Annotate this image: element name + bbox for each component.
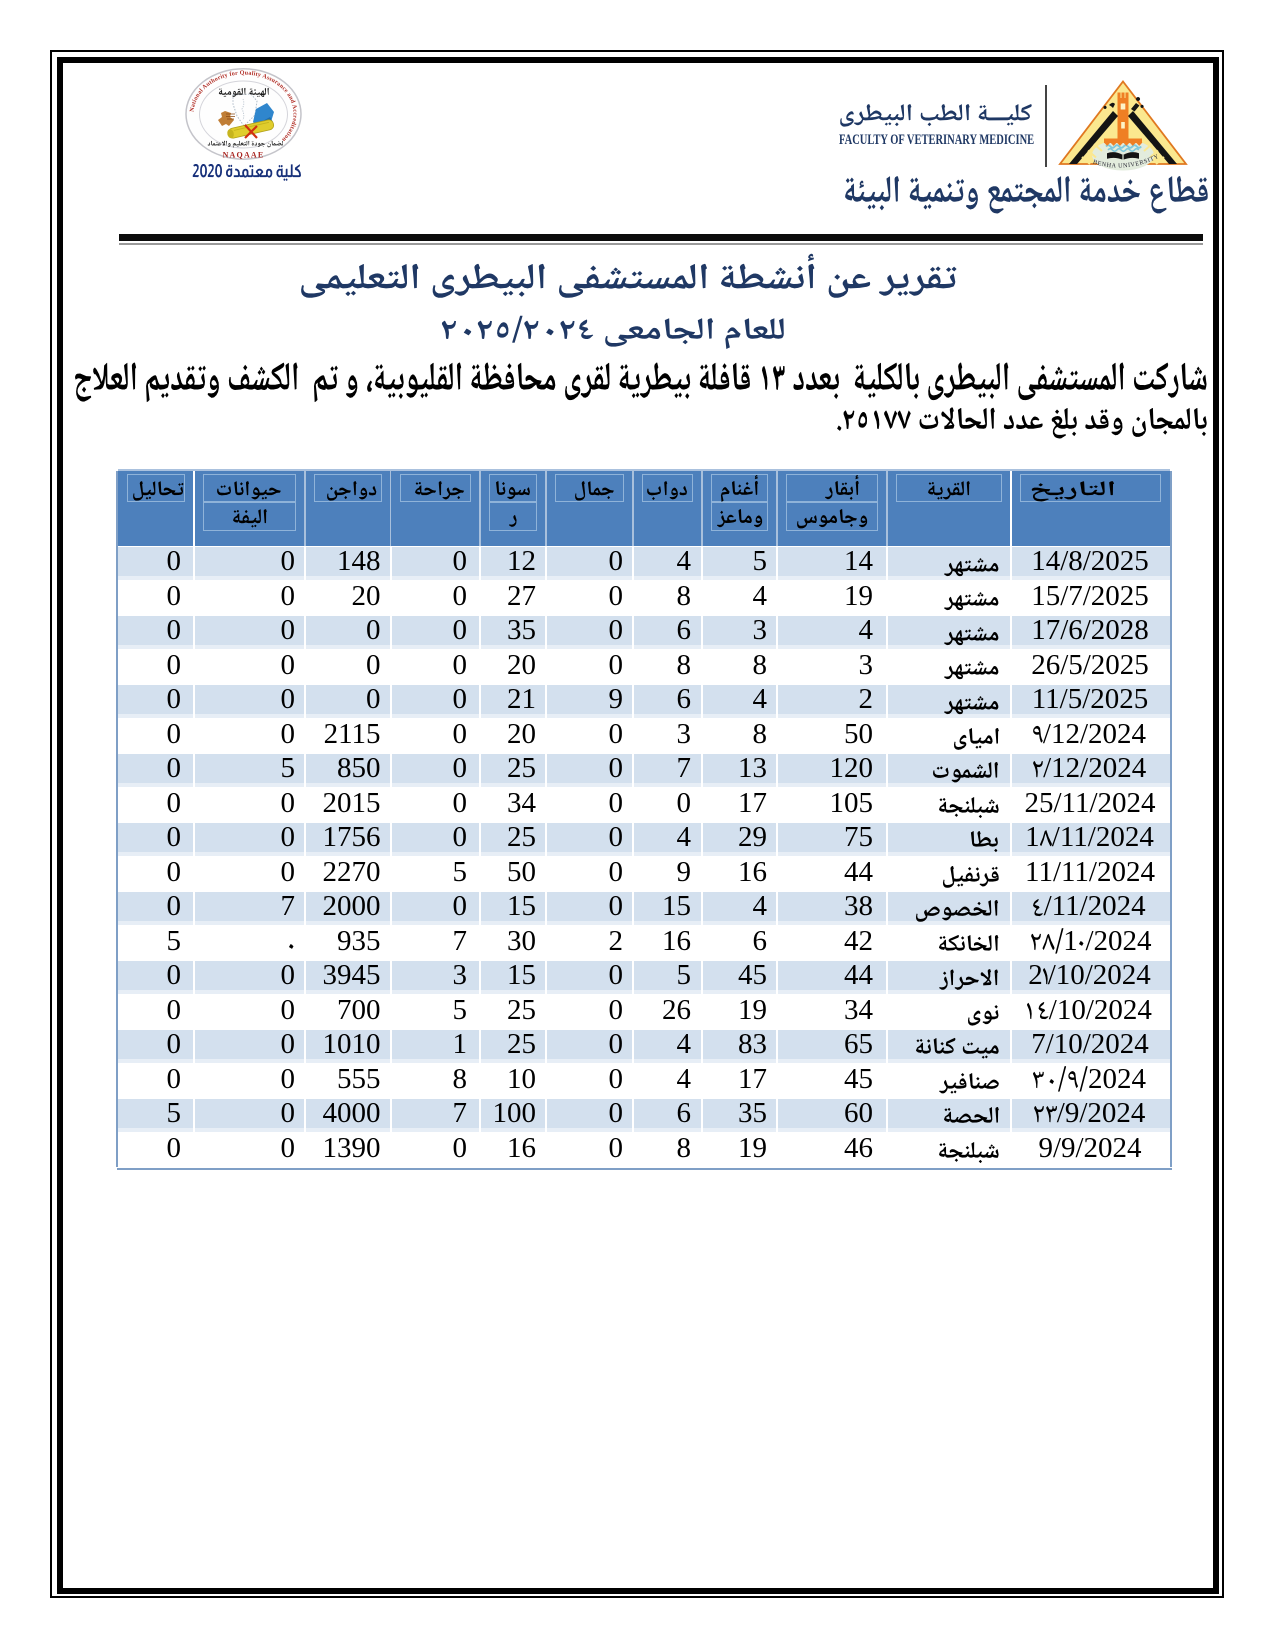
svg-text:NAQAAE: NAQAAE — [223, 151, 265, 160]
